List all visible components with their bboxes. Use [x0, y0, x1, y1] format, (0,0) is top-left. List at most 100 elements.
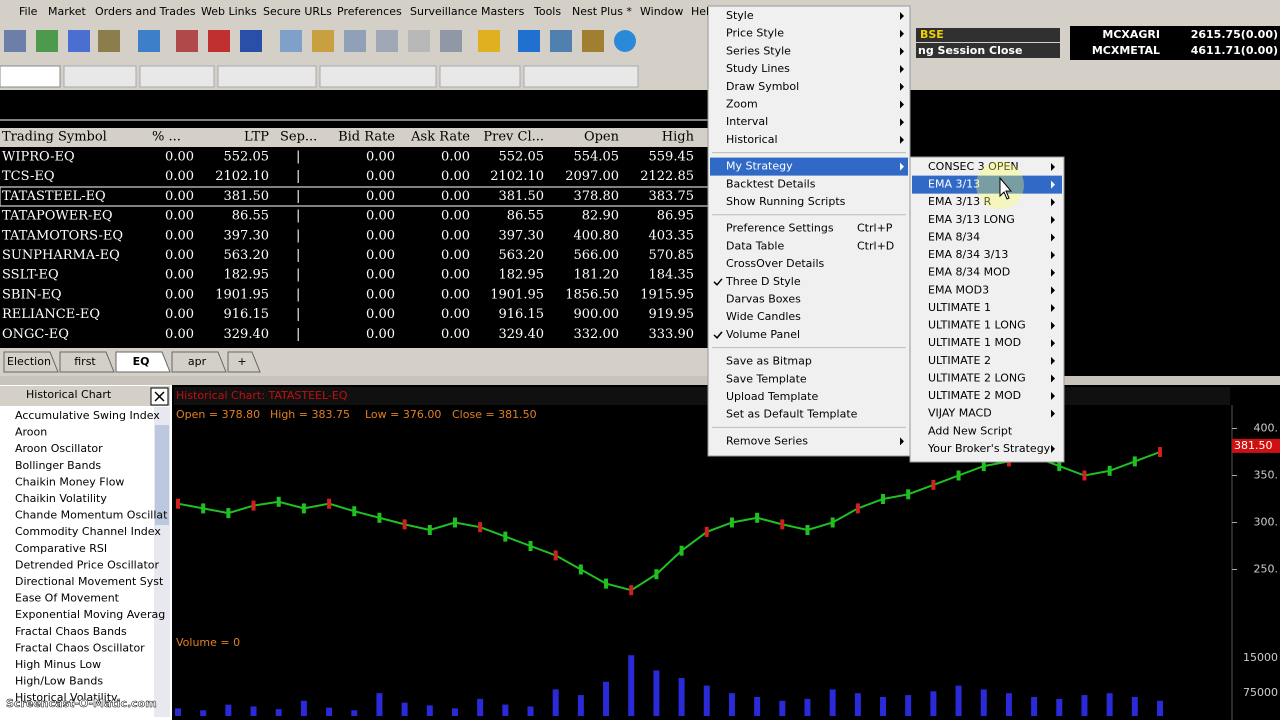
tool-icon[interactable]	[36, 30, 58, 52]
menu-item[interactable]: Zoom	[726, 98, 758, 111]
tool-icon[interactable]	[176, 30, 198, 52]
tool-icon[interactable]	[408, 30, 430, 52]
strategy-item[interactable]: ULTIMATE 1	[928, 301, 991, 314]
menu-item[interactable]: Save as Bitmap	[726, 355, 812, 368]
indicator-item[interactable]: Ease Of Movement	[15, 592, 120, 605]
strategy-item[interactable]: ULTIMATE 2 LONG	[928, 371, 1026, 384]
indicator-item[interactable]: Directional Movement Syst	[15, 575, 164, 588]
menu-item[interactable]: Nest Plus *	[572, 5, 632, 18]
strategy-item[interactable]: ULTIMATE 1 MOD	[928, 336, 1021, 349]
menu-item[interactable]: Style	[726, 9, 754, 22]
menu-item[interactable]: Remove Series	[726, 434, 808, 447]
menu-item[interactable]: Show Running Scripts	[726, 195, 846, 208]
menu-item[interactable]: Wide Candles	[726, 310, 801, 323]
strategy-item[interactable]: CONSEC 3 OPEN	[928, 160, 1019, 173]
strategy-item[interactable]: EMA MOD3	[928, 283, 989, 296]
indicator-item[interactable]: Exponential Moving Averag	[15, 608, 165, 621]
tool-icon[interactable]	[344, 30, 366, 52]
menu-item[interactable]: Surveillance	[410, 5, 478, 18]
strategy-item[interactable]: VIJAY MACD	[928, 407, 992, 420]
tab-label[interactable]: apr	[188, 355, 207, 368]
menu-item[interactable]: Price Style	[726, 27, 784, 40]
menu-item[interactable]: Draw Symbol	[726, 80, 799, 93]
menu-item[interactable]: Market	[48, 5, 86, 18]
tool-icon[interactable]	[4, 30, 26, 52]
tab[interactable]	[227, 351, 261, 373]
indicator-item[interactable]: Fractal Chaos Oscillator	[15, 641, 145, 654]
menu-item[interactable]: Historical	[726, 133, 778, 146]
menu-item[interactable]: Upload Template	[726, 390, 818, 403]
tool-icon[interactable]	[280, 30, 302, 52]
column-header[interactable]: Trading Symbol	[2, 130, 107, 145]
column-header[interactable]: LTP	[244, 130, 269, 145]
strategy-item[interactable]: EMA 3/13 R	[928, 195, 992, 208]
indicator-item[interactable]: High Minus Low	[15, 658, 101, 671]
scroll-thumb[interactable]	[155, 425, 169, 525]
menu-item[interactable]: My Strategy	[726, 160, 793, 173]
tool-icon[interactable]	[518, 30, 540, 52]
indicator-item[interactable]: Commodity Channel Index	[15, 525, 161, 538]
strategy-item[interactable]: ULTIMATE 1 LONG	[928, 319, 1026, 332]
menu-item[interactable]: Save Template	[726, 372, 807, 385]
tab[interactable]	[115, 351, 171, 373]
menu-item[interactable]: File	[19, 5, 38, 18]
strategy-item[interactable]: Add New Script	[928, 424, 1013, 437]
strategy-item[interactable]: EMA 3/13	[928, 178, 980, 191]
tool-icon[interactable]	[138, 30, 160, 52]
tool-icon[interactable]	[614, 30, 636, 52]
strategy-item[interactable]: EMA 8/34 3/13	[928, 248, 1008, 261]
menu-item[interactable]: Set as Default Template	[726, 408, 858, 421]
menu-item[interactable]: Tools	[533, 5, 561, 18]
menu-item[interactable]: Darvas Boxes	[726, 293, 801, 306]
strategy-item[interactable]: ULTIMATE 2 MOD	[928, 389, 1021, 402]
indicator-item[interactable]: Chande Momentum Oscillat	[15, 509, 168, 522]
tool-icon[interactable]	[376, 30, 398, 52]
dropdown[interactable]	[439, 65, 521, 88]
menu-item[interactable]: Preference Settings	[726, 222, 834, 235]
menu-item[interactable]: Study Lines	[726, 62, 790, 75]
dropdown[interactable]	[0, 65, 61, 88]
strategy-item[interactable]: ULTIMATE 2	[928, 354, 991, 367]
dropdown[interactable]	[139, 65, 215, 88]
tool-icon[interactable]	[582, 30, 604, 52]
tool-icon[interactable]	[240, 30, 262, 52]
indicator-item[interactable]: Aroon	[15, 426, 47, 439]
column-header[interactable]: High	[662, 130, 695, 145]
dropdown[interactable]	[217, 65, 317, 88]
menu-item[interactable]: Web Links	[201, 5, 257, 18]
indicator-item[interactable]: Detrended Price Oscillator	[15, 558, 160, 571]
strategy-item[interactable]: EMA 3/13 LONG	[928, 213, 1015, 226]
indicator-item[interactable]: High/Low Bands	[15, 675, 103, 688]
menu-item[interactable]: Interval	[726, 115, 768, 128]
tab-label[interactable]: first	[74, 355, 96, 368]
tool-icon[interactable]	[98, 30, 120, 52]
indicator-item[interactable]: Bollinger Bands	[15, 459, 101, 472]
menu-item[interactable]: Backtest Details	[726, 177, 816, 190]
menu-item[interactable]: Masters	[481, 5, 525, 18]
menu-item[interactable]: Window	[640, 5, 683, 18]
menu-item[interactable]: Secure URLs	[263, 5, 332, 18]
tool-icon[interactable]	[478, 30, 500, 52]
menu-item[interactable]: Series Style	[726, 44, 791, 57]
strategy-item[interactable]: Your Broker's Strategy	[927, 442, 1051, 455]
indicator-item[interactable]: Chaikin Money Flow	[15, 475, 124, 488]
column-header[interactable]: % ...	[152, 130, 181, 145]
indicator-item[interactable]: Accumulative Swing Index	[15, 409, 160, 422]
menu-item[interactable]: Preferences	[337, 5, 402, 18]
menu-item[interactable]: CrossOver Details	[726, 257, 825, 270]
tool-icon[interactable]	[550, 30, 572, 52]
indicator-item[interactable]: Chaikin Volatility	[15, 492, 107, 505]
tab-label[interactable]: Election	[7, 355, 51, 368]
tool-icon[interactable]	[208, 30, 230, 52]
menu-item[interactable]: Volume Panel	[726, 328, 800, 341]
menu-item[interactable]: Data Table	[726, 239, 784, 252]
column-header[interactable]: Sep...	[280, 130, 317, 145]
dropdown[interactable]	[523, 65, 639, 88]
indicator-item[interactable]: Historical Volatility	[15, 691, 118, 704]
column-header[interactable]: Prev Cl...	[483, 130, 544, 145]
strategy-item[interactable]: EMA 8/34 MOD	[928, 266, 1010, 279]
tab[interactable]	[3, 351, 59, 373]
column-header[interactable]: Open	[584, 130, 620, 145]
column-header[interactable]: Ask Rate	[410, 130, 470, 145]
tool-icon[interactable]	[68, 30, 90, 52]
